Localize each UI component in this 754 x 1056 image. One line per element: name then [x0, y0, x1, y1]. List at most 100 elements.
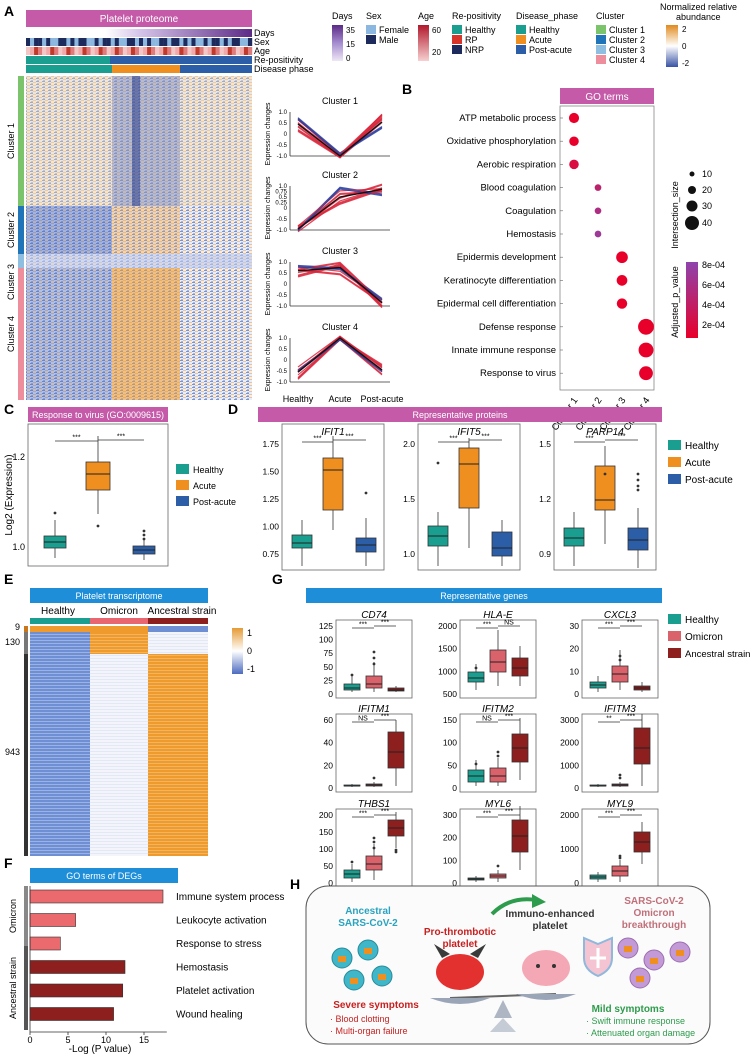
days-legend-title: Days — [332, 11, 353, 21]
go-term-labels: ATP metabolic process Oxidative phosphory… — [437, 113, 563, 379]
virus-face — [338, 956, 346, 962]
g-swatch-healthy — [668, 614, 681, 624]
sex-cell — [151, 38, 156, 46]
sex-cell — [239, 38, 245, 46]
f-title: GO terms of DEGs — [66, 871, 142, 881]
sig-label: *** — [483, 622, 491, 629]
p-tick-2e4: 2e-04 — [702, 320, 725, 330]
sex-cell — [183, 38, 188, 46]
trend-mean-line — [297, 266, 383, 304]
age-cell — [227, 47, 233, 55]
box-body — [511, 657, 529, 677]
sex-cell — [147, 38, 152, 46]
virus-face — [676, 950, 684, 956]
trend-line — [297, 189, 383, 228]
sex-cell — [98, 38, 103, 46]
sex-cell — [114, 38, 120, 46]
sig-label: *** — [605, 811, 613, 818]
sex-track — [26, 38, 253, 46]
h-ancestral-1: Ancestral — [345, 906, 391, 917]
g-ytick: 10 — [570, 666, 580, 676]
cluster-swatch-2 — [596, 35, 606, 44]
p-tick-4e4: 4e-04 — [702, 300, 725, 310]
go-dot — [594, 184, 602, 191]
g-ytick: 500 — [443, 689, 457, 699]
panel-b: GO terms ATP metabolic process Oxidative … — [437, 88, 725, 433]
panel-label-e: E — [4, 571, 13, 587]
sig-label: *** — [627, 809, 635, 816]
virus-face — [650, 958, 658, 964]
heatmap-c4-acute — [112, 268, 180, 400]
box-outlier — [636, 478, 640, 482]
virus-face — [350, 978, 358, 984]
f-bar — [29, 913, 76, 927]
sex-cell — [86, 38, 91, 46]
go-term-label: Blood coagulation — [480, 183, 556, 194]
cluster2-bar — [18, 206, 24, 254]
panel-label-b: B — [402, 81, 412, 97]
age-cell — [30, 47, 35, 55]
age-cell — [130, 47, 136, 55]
h-virus-ancestral-group — [331, 939, 393, 991]
g-legend-healthy: Healthy — [685, 615, 719, 626]
cluster-legend: Cluster Cluster 1 Cluster 2 Cluster 3 Cl… — [596, 11, 645, 65]
trend-mean-line — [297, 188, 383, 230]
g-gene-name: IFITM3 — [604, 704, 636, 715]
f-bar-label: Response to stress — [176, 939, 262, 950]
g-ytick: 100 — [319, 635, 333, 645]
repositivity-track-nrp — [110, 56, 252, 64]
sex-male: Male — [379, 35, 399, 45]
age-cell — [102, 47, 107, 55]
box-outlier — [142, 529, 146, 533]
cluster4-bar — [18, 268, 24, 400]
sex-cell — [199, 38, 204, 46]
c-title: Response to virus (GO:0009615) — [32, 410, 164, 420]
d-title: Representative proteins — [412, 410, 508, 420]
g-ytick: 50 — [448, 760, 458, 770]
trend-x-label: Acute — [328, 394, 351, 404]
panel-label-g: G — [272, 571, 283, 587]
d-ytick: 1.0 — [403, 549, 415, 559]
go-term-label: ATP metabolic process — [459, 113, 556, 124]
age-legend: Age 60 20 — [418, 11, 441, 61]
g-swatch-ancestral — [668, 648, 681, 658]
go-terms-title: GO terms — [585, 92, 628, 103]
sig-label: *** — [483, 811, 491, 818]
box-body — [563, 527, 585, 547]
sex-cell — [90, 38, 95, 46]
sig-label: ** — [606, 716, 612, 723]
go-dots — [568, 112, 654, 381]
trend-title: Cluster 4 — [322, 322, 358, 332]
sex-cell — [179, 38, 184, 46]
sig-label: NS — [358, 716, 368, 723]
g-ytick: 200 — [443, 833, 457, 843]
d-swatch-acute — [668, 457, 681, 467]
balance-fulcrum — [494, 1000, 512, 1018]
trend-line — [297, 119, 383, 156]
c-legend-postacute: Post-acute — [193, 497, 236, 507]
box-outlier — [372, 840, 376, 844]
virus-face — [636, 976, 644, 982]
repos-swatch-rp — [452, 35, 462, 44]
go-dot — [616, 251, 628, 264]
panel-label-f: F — [4, 855, 13, 871]
trend-ytick: -0.5 — [277, 369, 288, 375]
age-cell — [126, 47, 132, 55]
age-cell — [223, 47, 228, 55]
trend-ytick: -0.5 — [277, 143, 288, 149]
sig-label: *** — [617, 434, 625, 441]
g-ytick: 50 — [324, 662, 334, 672]
trend-ytick: 0 — [284, 132, 288, 138]
size-tick-40: 40 — [702, 218, 712, 228]
abund-title-1: Normalized relative — [660, 2, 737, 12]
platelet-horn — [434, 944, 450, 958]
panel-e: Platelet transcriptome Healthy Omicron A… — [5, 588, 255, 856]
trend-line — [297, 117, 383, 154]
d-ytick: 1.2 — [539, 494, 551, 504]
f-group-omicron: Omicron — [8, 899, 18, 933]
trend-ytick: 1.0 — [279, 260, 288, 266]
trend-line — [297, 264, 383, 308]
g-ytick: 0 — [574, 689, 579, 699]
h-mild-title: Mild symptoms — [592, 1004, 665, 1015]
sex-cell — [187, 38, 192, 46]
